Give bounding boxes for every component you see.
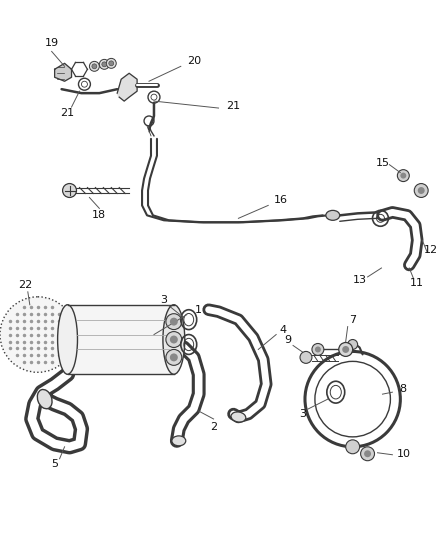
Circle shape [348, 340, 357, 350]
Text: 3: 3 [300, 409, 307, 419]
Circle shape [99, 59, 109, 69]
Polygon shape [117, 73, 137, 101]
Text: 22: 22 [18, 280, 32, 290]
Text: 3: 3 [160, 295, 167, 305]
Circle shape [102, 62, 107, 67]
Circle shape [63, 183, 77, 197]
Circle shape [397, 169, 409, 182]
Circle shape [364, 450, 371, 457]
Text: 21: 21 [226, 101, 240, 111]
Text: 19: 19 [45, 38, 59, 49]
Text: 12: 12 [424, 245, 438, 255]
Text: 15: 15 [375, 158, 389, 168]
Circle shape [346, 440, 360, 454]
Circle shape [418, 187, 425, 194]
Circle shape [170, 353, 178, 361]
Ellipse shape [58, 305, 78, 374]
Text: 11: 11 [410, 278, 424, 288]
Circle shape [106, 59, 116, 68]
Circle shape [166, 332, 182, 348]
Text: 8: 8 [399, 384, 406, 394]
Circle shape [300, 351, 312, 364]
Text: 9: 9 [285, 335, 292, 344]
Circle shape [315, 346, 321, 352]
Text: 21: 21 [60, 108, 74, 118]
Circle shape [92, 64, 97, 69]
Bar [67, 305, 174, 374]
Text: 4: 4 [279, 325, 287, 335]
Circle shape [339, 343, 353, 357]
Circle shape [109, 61, 114, 66]
Text: 18: 18 [92, 211, 106, 220]
Text: 20: 20 [187, 56, 201, 67]
Text: 13: 13 [353, 275, 367, 285]
Text: 10: 10 [397, 449, 411, 459]
Circle shape [342, 346, 349, 353]
Circle shape [414, 183, 428, 197]
Ellipse shape [326, 211, 340, 220]
Circle shape [400, 173, 406, 179]
Text: 7: 7 [349, 314, 356, 325]
Ellipse shape [231, 412, 246, 422]
Polygon shape [55, 63, 71, 81]
Ellipse shape [172, 436, 186, 446]
Text: 16: 16 [274, 196, 288, 205]
Circle shape [170, 336, 178, 343]
Circle shape [89, 61, 99, 71]
Ellipse shape [37, 390, 52, 409]
Text: 2: 2 [210, 422, 217, 432]
Circle shape [170, 318, 178, 326]
Circle shape [360, 447, 374, 461]
Circle shape [166, 314, 182, 329]
Ellipse shape [163, 305, 185, 374]
Text: 5: 5 [51, 459, 58, 469]
Circle shape [312, 343, 324, 356]
Text: 1: 1 [195, 305, 202, 314]
Circle shape [166, 350, 182, 365]
Circle shape [0, 297, 75, 372]
